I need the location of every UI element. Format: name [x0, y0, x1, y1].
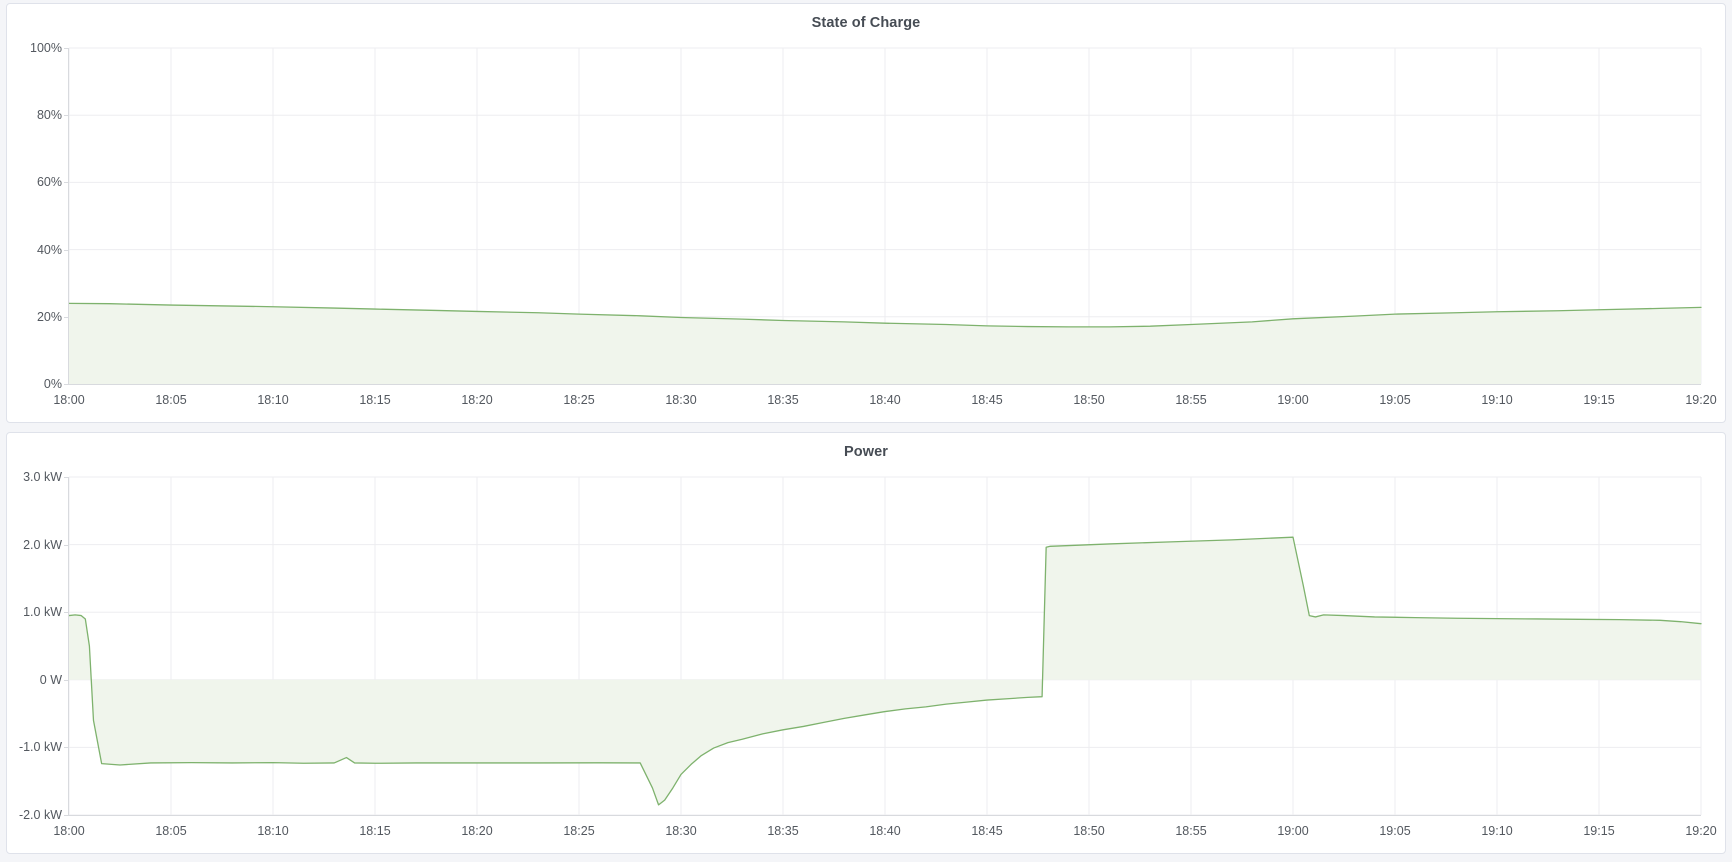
- power-y-tick-label: -1.0 kW: [18, 740, 62, 755]
- soc-y-tick-mark: [64, 384, 69, 385]
- power-y-tick-label: 1.0 kW: [23, 605, 62, 620]
- soc-y-tick-label: 100%: [30, 41, 62, 55]
- panel-title-power: Power: [843, 444, 888, 460]
- plot-wrap-power: 3.0 kW 2.0 kW 1.0 kW 0 W -1.0 kW -2.0 kW 18:00…: [7, 469, 1725, 853]
- soc-x-tick-label: 18:00: [53, 393, 85, 407]
- soc-y-tick-mark: [64, 115, 69, 117]
- power-x-tick-label: 18:00: [53, 824, 85, 838]
- soc-y-tick-mark: [64, 48, 69, 49]
- power-x-tick-label: 18:15: [359, 824, 391, 838]
- soc-x-tick-label: 19:05: [1379, 393, 1411, 407]
- power-x-tick-label: 19:15: [1583, 824, 1615, 838]
- y-axis-line-power: [68, 477, 69, 815]
- y-axis-line-soc: [68, 48, 69, 384]
- power-x-tick-label: 18:05: [155, 824, 187, 838]
- x-axis-line-power: [69, 815, 1701, 816]
- soc-x-tick-label: 19:10: [1481, 393, 1513, 407]
- power-y-tick-mark: [64, 679, 69, 681]
- soc-x-tick-label: 18:05: [155, 393, 187, 407]
- power-y-tick-label: 2.0 kW: [23, 537, 62, 552]
- x-axis-line-soc: [69, 384, 1701, 385]
- soc-x-tick-label: 18:30: [665, 393, 697, 407]
- power-x-tick-label: 19:10: [1481, 824, 1513, 838]
- power-y-tick-label: -2.0 kW: [18, 808, 62, 822]
- power-x-tick-label: 18:40: [869, 824, 901, 838]
- soc-x-tick-label: 18:50: [1073, 393, 1105, 407]
- soc-x-tick-label: 18:25: [563, 393, 595, 407]
- power-x-tick-label: 19:05: [1379, 824, 1411, 838]
- plot-wrap-state-of-charge: 0% 20% 40% 60% 80% 100% 18:00 18:05 18:10 18:15 18…: [7, 40, 1725, 422]
- soc-x-tick-label: 18:40: [869, 393, 901, 407]
- chart-svg-state-of-charge: [69, 48, 1701, 384]
- soc-x-tick-label: 18:20: [461, 393, 493, 407]
- power-x-tick-label: 18:20: [461, 824, 493, 838]
- soc-x-tick-label: 18:55: [1175, 393, 1207, 407]
- soc-x-tick-label: 18:15: [359, 393, 391, 407]
- soc-y-tick-label: 20%: [36, 309, 62, 324]
- chart-svg-power: [69, 477, 1701, 815]
- soc-x-tick-label: 19:15: [1583, 393, 1615, 407]
- power-x-tick-label: 18:50: [1073, 824, 1105, 838]
- soc-y-tick-mark: [64, 316, 69, 318]
- power-y-tick-mark: [64, 747, 69, 749]
- soc-x-tick-label: 18:35: [767, 393, 799, 407]
- soc-y-tick-label: 80%: [36, 108, 62, 123]
- soc-x-tick-label: 19:00: [1277, 393, 1309, 407]
- soc-x-tick-label: 18:45: [971, 393, 1003, 407]
- power-x-tick-label: 19:20: [1685, 824, 1717, 838]
- soc-y-tick-label: 60%: [36, 175, 62, 190]
- soc-x-tick-label: 18:10: [257, 393, 289, 407]
- series-area-fill: [69, 303, 1701, 384]
- panel-title-state-of-charge: State of Charge: [811, 15, 921, 31]
- series-area-fill: [69, 537, 1701, 805]
- series-line: [69, 303, 1701, 327]
- power-x-tick-label: 18:25: [563, 824, 595, 838]
- panel-state-of-charge: State of Charge 0% 20% 40% 60% 80% 100% 18:00 1…: [6, 3, 1726, 423]
- power-x-tick-label: 18:55: [1175, 824, 1207, 838]
- power-x-tick-label: 18:35: [767, 824, 799, 838]
- power-y-tick-mark: [64, 815, 69, 816]
- power-x-tick-label: 18:10: [257, 824, 289, 838]
- series-line: [69, 537, 1701, 805]
- power-y-tick-mark: [64, 477, 69, 478]
- plot-area-state-of-charge[interactable]: 0% 20% 40% 60% 80% 100% 18:00 18:05 18:10 18:15 18…: [30, 41, 1717, 407]
- soc-x-tick-label: 19:20: [1685, 393, 1717, 407]
- plot-area-power[interactable]: 3.0 kW 2.0 kW 1.0 kW 0 W -1.0 kW -2.0 kW 18:00…: [19, 470, 1717, 838]
- panel-power: Power 3.0 kW 2.0 kW 1.0 kW 0 W -1.0 kW -2.0 k…: [6, 432, 1726, 854]
- soc-y-tick-mark: [64, 249, 69, 251]
- power-y-tick-mark: [64, 544, 69, 546]
- power-y-tick-label: 0 W: [39, 672, 62, 687]
- soc-y-tick-mark: [64, 182, 69, 184]
- power-x-tick-label: 19:00: [1277, 824, 1309, 838]
- power-x-tick-label: 18:45: [971, 824, 1003, 838]
- power-y-tick-label: 3.0 kW: [23, 470, 62, 484]
- soc-y-tick-label: 0%: [43, 377, 62, 391]
- power-y-tick-mark: [64, 612, 69, 614]
- power-x-tick-label: 18:30: [665, 824, 697, 838]
- soc-y-tick-label: 40%: [36, 242, 62, 257]
